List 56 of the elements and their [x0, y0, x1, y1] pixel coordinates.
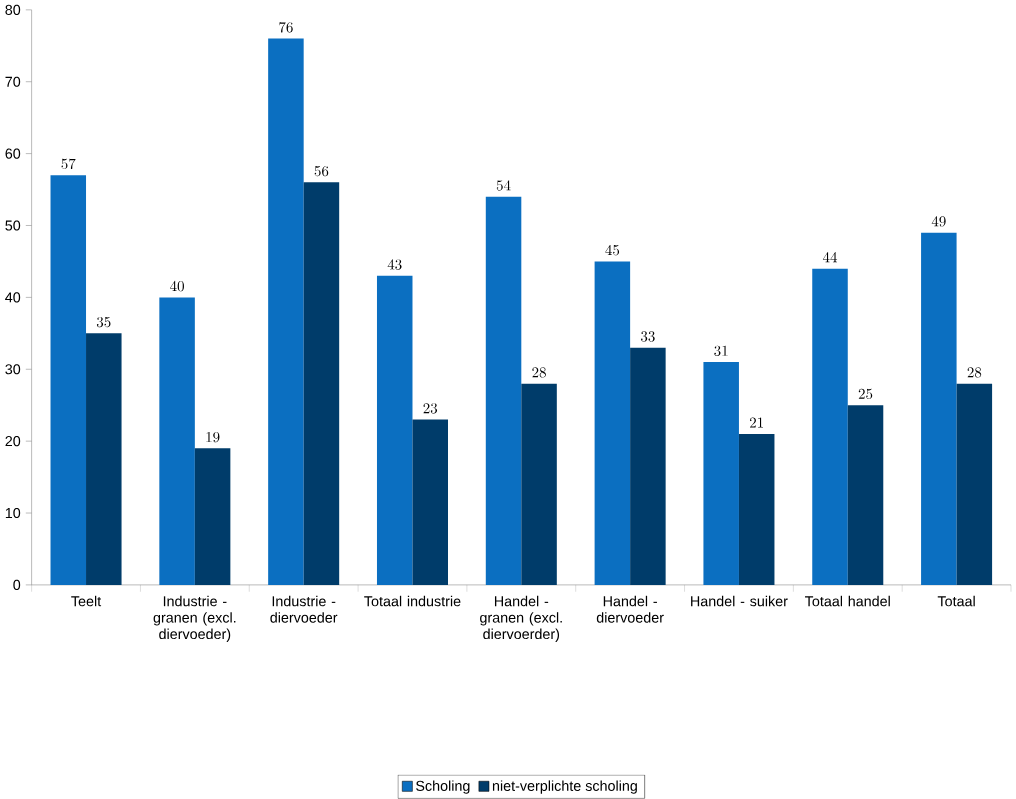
- y-tick-label: 20: [5, 436, 21, 447]
- data-label: 45: [605, 245, 620, 256]
- bar: [921, 232, 957, 586]
- legend-label: niet-verplichte scholing: [492, 780, 637, 794]
- y-tick-label: 70: [5, 76, 21, 87]
- y-tick-label: 10: [5, 508, 21, 519]
- x-tick-label: Teelt: [71, 595, 102, 607]
- x-tick-label: Totaal industrie: [364, 595, 461, 607]
- y-tick-label: 80: [5, 4, 21, 16]
- data-label: 21: [749, 417, 763, 428]
- data-label: 31: [714, 345, 728, 357]
- bar: [412, 419, 448, 586]
- bar: [738, 434, 775, 586]
- data-label: 28: [532, 367, 546, 378]
- x-tick-label: Handel - granen (excl. diervoerder): [480, 595, 562, 643]
- x-tick-label: Handel - suiker: [691, 595, 788, 607]
- legend-label: Scholing: [416, 780, 470, 794]
- data-label: 28: [967, 367, 982, 378]
- data-label: 49: [931, 216, 946, 227]
- data-label: 76: [279, 22, 293, 33]
- bar: [956, 383, 993, 586]
- data-label: 54: [496, 180, 511, 191]
- bar: [376, 275, 413, 586]
- y-tick-label: 60: [5, 148, 21, 159]
- bar: [86, 333, 122, 586]
- x-tick-label: Handel - diervoeder: [596, 595, 664, 623]
- bar: [594, 261, 631, 586]
- bar: [812, 268, 848, 586]
- data-label: 25: [858, 388, 873, 400]
- bar: [703, 362, 739, 586]
- data-label: 33: [641, 331, 655, 342]
- x-tick-label: Industrie - diervoeder: [270, 595, 338, 623]
- data-label: 56: [314, 166, 329, 177]
- bar: [268, 38, 304, 586]
- x-tick-label: Totaal handel: [805, 595, 890, 607]
- x-tick-label: Totaal: [937, 595, 975, 607]
- data-label: 19: [206, 432, 220, 443]
- x-tick-label: Industrie - granen (excl. diervoeder): [153, 595, 236, 643]
- bar: [303, 182, 340, 586]
- data-label: 23: [423, 403, 438, 414]
- data-label: 43: [387, 259, 402, 270]
- y-tick-label: 0: [13, 580, 21, 591]
- bar: [485, 196, 522, 586]
- data-label: 35: [96, 317, 111, 328]
- y-tick-label: 40: [5, 292, 21, 303]
- bar: [194, 448, 231, 586]
- bar: [521, 383, 557, 586]
- bar: [630, 347, 666, 586]
- y-tick-label: 30: [5, 364, 21, 375]
- data-label: 57: [61, 158, 76, 170]
- y-tick-label: 50: [5, 220, 21, 231]
- data-label: 44: [822, 252, 838, 263]
- data-label: 40: [170, 280, 184, 292]
- bar: [159, 297, 195, 586]
- bar: [50, 175, 87, 586]
- bar: [847, 405, 884, 586]
